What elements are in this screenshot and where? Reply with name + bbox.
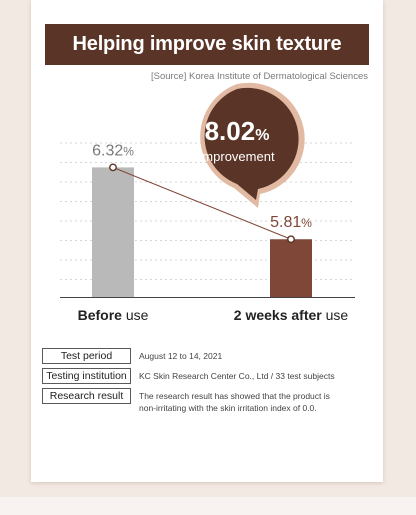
info-value: The research result has showed that the … (139, 391, 330, 413)
connector (109, 163, 295, 244)
category-label: 2 weeks after use (234, 307, 349, 323)
connector-point (287, 235, 295, 244)
content-card (31, 0, 383, 482)
category-label: Before use (78, 307, 149, 323)
value-unit: % (123, 144, 134, 158)
info-row-test-period: Test period August 12 to 14, 2021 (42, 348, 349, 364)
bar-before-use (92, 167, 134, 297)
info-row-testing-institution: Testing institution KC Skin Research Cen… (42, 368, 349, 384)
info-value: KC Skin Research Center Co., Ltd / 33 te… (139, 371, 335, 381)
info-value: August 12 to 14, 2021 (139, 351, 223, 361)
value-unit: % (301, 216, 312, 230)
value-number: 5.81 (270, 214, 301, 231)
info-label: Research result (42, 388, 131, 404)
bar-2-weeks-after-use (270, 239, 312, 297)
value-label: 6.32% (92, 142, 134, 159)
callout-value: 8.02 (205, 116, 256, 146)
category-label-rest: use (322, 307, 349, 323)
bottom-strip (0, 497, 416, 515)
connector-point (109, 163, 117, 172)
bars (92, 167, 312, 297)
info-label: Test period (42, 348, 131, 364)
category-label-bold: 2 weeks after (234, 307, 322, 323)
value-number: 6.32 (92, 142, 123, 159)
callout-bubble (204, 87, 299, 200)
connector-line (112, 166, 292, 240)
chart-title: Helping improve skin texture (45, 24, 369, 65)
improvement-callout: 8.02% improvement (199, 82, 305, 208)
value-labels: 6.32%5.81% (92, 142, 312, 231)
category-label-bold: Before (78, 307, 123, 323)
callout-label: improvement (199, 149, 275, 164)
category-labels: Before use 2 weeks after use (78, 307, 349, 323)
callout-unit: % (255, 127, 269, 144)
callout-value-text: 8.02% (205, 116, 270, 146)
source-note: [Source] Korea Institute of Dermatologic… (150, 71, 368, 82)
info-label: Testing institution (42, 368, 131, 384)
category-label-rest: use (122, 307, 149, 323)
value-label: 5.81% (270, 214, 312, 231)
info-row-research-result: Research result The research result has … (42, 388, 349, 414)
bar-chart: 6.32%5.81% Before use 2 weeks after use 8… (60, 82, 355, 323)
